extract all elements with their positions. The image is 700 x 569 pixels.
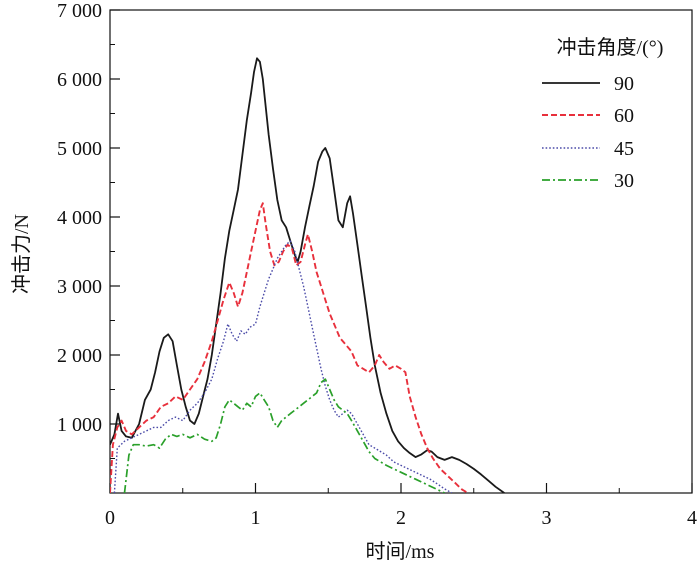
legend-label-45: 45 [614,138,634,160]
series-line-45 [113,240,453,493]
legend-label-90: 90 [614,73,634,95]
y-tick-label: 1 000 [57,414,102,436]
x-tick-label: 4 [687,507,697,529]
y-tick-label: 2 000 [57,345,102,367]
y-tick-label: 3 000 [57,276,102,298]
legend-label-30: 30 [614,170,634,192]
x-axis-label: 时间/ms [366,540,435,563]
axis-ticks [109,9,693,493]
series-line-30 [123,378,445,493]
x-tick-label: 1 [251,507,261,529]
y-axis-label: 冲击力/N [10,214,33,294]
series-line-90 [110,57,505,493]
y-tick-label: 4 000 [57,207,102,229]
legend-label-60: 60 [614,105,634,127]
series-line-60 [110,202,469,493]
y-tick-label: 6 000 [57,69,102,91]
y-tick-labels: 1 000 2 000 3 000 4 000 5 000 6 000 7 000 [57,0,102,436]
series-lines [110,57,505,493]
x-tick-label: 3 [542,507,552,529]
x-tick-labels: 0 1 2 3 4 [105,507,697,529]
y-tick-label: 5 000 [57,138,102,160]
x-tick-label: 0 [105,507,115,529]
x-tick-label: 2 [396,507,406,529]
plot-frame [109,9,693,494]
y-tick-label: 7 000 [57,0,102,22]
legend-title: 冲击角度/(°) [557,36,664,59]
legend: 冲击角度/(°) 90 60 45 30 [542,36,663,192]
